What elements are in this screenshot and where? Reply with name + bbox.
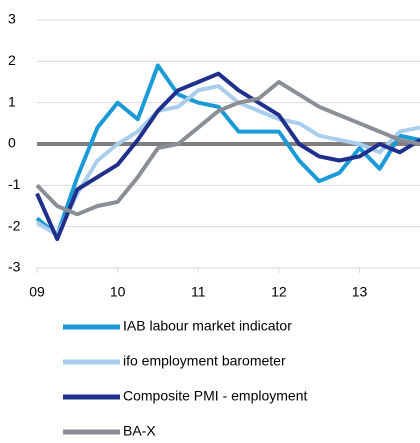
legend-label: Composite PMI - employment <box>123 388 308 404</box>
x-tick-label: 10 <box>110 284 126 300</box>
y-tick-label: -1 <box>8 176 21 192</box>
y-tick-label: 1 <box>8 93 16 109</box>
x-tick-label: 09 <box>29 284 45 300</box>
series-line <box>35 71 420 242</box>
y-tick-label: 2 <box>8 52 16 68</box>
legend-label: IAB labour market indicator <box>123 318 292 334</box>
series-line <box>35 84 420 237</box>
legend-label: BA-X <box>123 423 156 439</box>
y-tick-label: 0 <box>8 135 16 151</box>
series-line <box>35 80 420 217</box>
legend-label: ifo employment barometer <box>123 353 286 369</box>
x-tick-label: 11 <box>191 284 206 300</box>
y-tick-label: -2 <box>8 217 21 233</box>
x-tick-label: 13 <box>352 284 368 300</box>
series-line <box>35 63 420 237</box>
x-tick-label: 12 <box>271 284 287 300</box>
y-tick-label: 3 <box>8 11 16 27</box>
y-tick-label: -3 <box>8 259 21 275</box>
